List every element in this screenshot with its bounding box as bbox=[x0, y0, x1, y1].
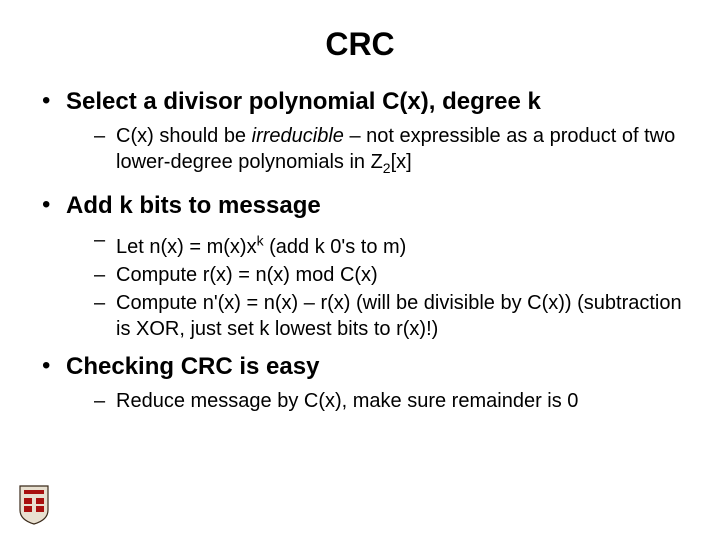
main-list: Select a divisor polynomial C(x), degree… bbox=[30, 87, 690, 414]
shield-logo-icon bbox=[18, 484, 50, 526]
bullet-2: Add k bits to message Let n(x) = m(x)xk … bbox=[38, 191, 690, 342]
sub-text: Let n(x) = m(x)xk (add k 0's to m) bbox=[116, 236, 406, 258]
slide-title: CRC bbox=[30, 26, 690, 63]
bullet-1-label: Select a divisor polynomial C(x), degree… bbox=[66, 87, 690, 117]
bullet-1-subs: C(x) should be irreducible – not express… bbox=[66, 123, 690, 181]
bullet-3-sub-1: Reduce message by C(x), make sure remain… bbox=[94, 388, 690, 414]
bullet-2-subs: Let n(x) = m(x)xk (add k 0's to m) Compu… bbox=[66, 227, 690, 342]
bullet-3: Checking CRC is easy Reduce message by C… bbox=[38, 352, 690, 414]
bullet-3-subs: Reduce message by C(x), make sure remain… bbox=[66, 388, 690, 414]
bullet-2-sub-3: Compute n'(x) = n(x) – r(x) (will be div… bbox=[94, 290, 690, 342]
bullet-2-label: Add k bits to message bbox=[66, 191, 690, 221]
bullet-2-sub-1: Let n(x) = m(x)xk (add k 0's to m) bbox=[94, 227, 690, 260]
sub-text: C(x) should be irreducible – not express… bbox=[116, 125, 675, 173]
sub-text: Compute r(x) = n(x) mod C(x) bbox=[116, 264, 378, 286]
sub-text: Reduce message by C(x), make sure remain… bbox=[116, 390, 578, 412]
bullet-1-sub-1: C(x) should be irreducible – not express… bbox=[94, 123, 690, 181]
bullet-3-label: Checking CRC is easy bbox=[66, 352, 690, 382]
sub-text: Compute n'(x) = n(x) – r(x) (will be div… bbox=[116, 292, 682, 340]
bullet-2-sub-2: Compute r(x) = n(x) mod C(x) bbox=[94, 262, 690, 288]
bullet-1: Select a divisor polynomial C(x), degree… bbox=[38, 87, 690, 181]
